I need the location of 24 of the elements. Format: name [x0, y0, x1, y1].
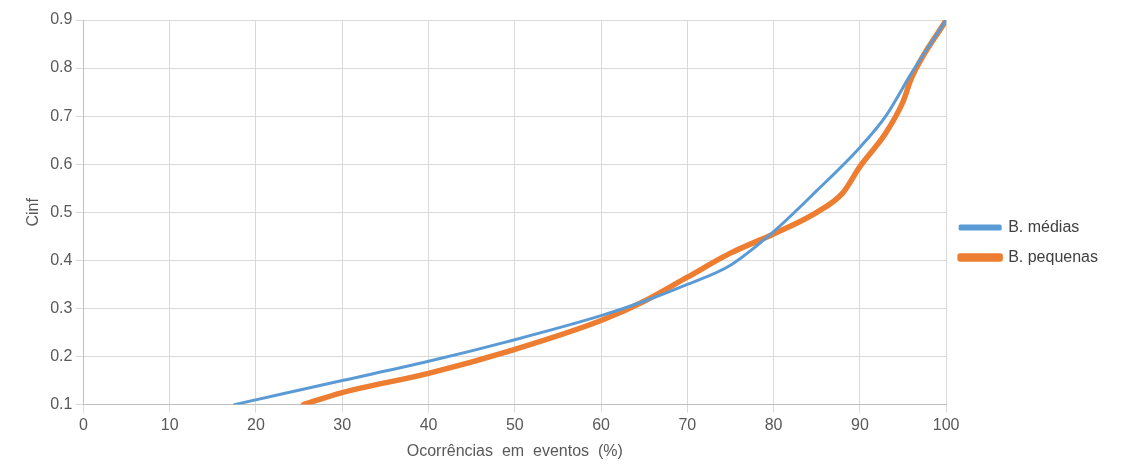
y-axis-title: Cinf — [24, 197, 42, 227]
x-tick-label: 100 — [932, 415, 960, 433]
legend-label: B. pequenas — [1008, 247, 1099, 265]
x-tick-label: 40 — [419, 415, 438, 433]
y-tick-label: 0.1 — [50, 395, 73, 413]
y-tick-label: 0.3 — [50, 298, 73, 316]
y-tick-label: 0.7 — [50, 106, 73, 124]
x-tick-label: 50 — [505, 415, 524, 433]
x-tick-label: 80 — [764, 415, 783, 433]
x-tick-label: 70 — [678, 415, 697, 433]
x-tick-label: 30 — [333, 415, 352, 433]
y-tick-label: 0.5 — [50, 202, 73, 220]
x-axis-title: Ocorrências em eventos (%) — [406, 441, 623, 459]
x-tick-label: 0 — [78, 415, 88, 433]
y-tick-label: 0.4 — [50, 250, 73, 268]
y-tick-label: 0.9 — [50, 10, 73, 28]
x-tick-label: 10 — [160, 415, 179, 433]
x-tick-label: 90 — [850, 415, 869, 433]
x-tick-label: 60 — [592, 415, 611, 433]
x-tick-label: 20 — [247, 415, 265, 433]
y-tick-label: 0.2 — [50, 346, 73, 364]
legend-label: B. médias — [1008, 217, 1080, 235]
y-tick-label: 0.8 — [50, 58, 73, 76]
y-tick-label: 0.6 — [50, 154, 73, 172]
